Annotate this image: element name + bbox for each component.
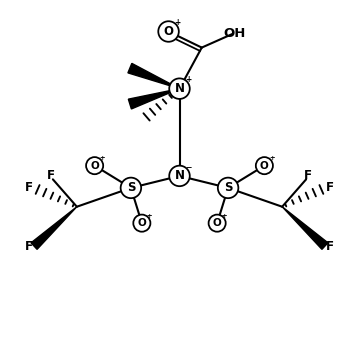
Text: +: + [222,213,227,219]
Circle shape [158,21,179,42]
Text: O: O [260,161,269,171]
Circle shape [169,166,190,186]
Text: F: F [47,169,55,183]
Circle shape [86,157,103,174]
Circle shape [133,215,150,232]
Text: +: + [185,76,191,85]
Polygon shape [282,207,328,249]
Circle shape [169,78,190,99]
Text: +: + [174,18,181,27]
Text: F: F [326,239,334,253]
Text: O: O [213,218,222,228]
Text: N: N [174,82,185,95]
Text: O: O [164,25,173,38]
Text: F: F [326,181,334,194]
Text: F: F [25,181,33,194]
Circle shape [218,178,238,198]
Circle shape [209,215,226,232]
Text: OH: OH [223,27,246,40]
Polygon shape [129,89,180,109]
Text: S: S [127,181,135,194]
Text: F: F [25,239,33,253]
Circle shape [256,157,273,174]
Text: O: O [90,161,99,171]
Circle shape [121,178,141,198]
Polygon shape [128,63,180,89]
Text: +: + [146,213,152,219]
Text: O: O [137,218,146,228]
Text: N: N [174,169,185,183]
Text: −: − [185,163,191,172]
Text: S: S [224,181,232,194]
Text: +: + [99,155,105,161]
Text: +: + [269,155,274,161]
Polygon shape [31,207,77,249]
Text: F: F [304,169,312,183]
